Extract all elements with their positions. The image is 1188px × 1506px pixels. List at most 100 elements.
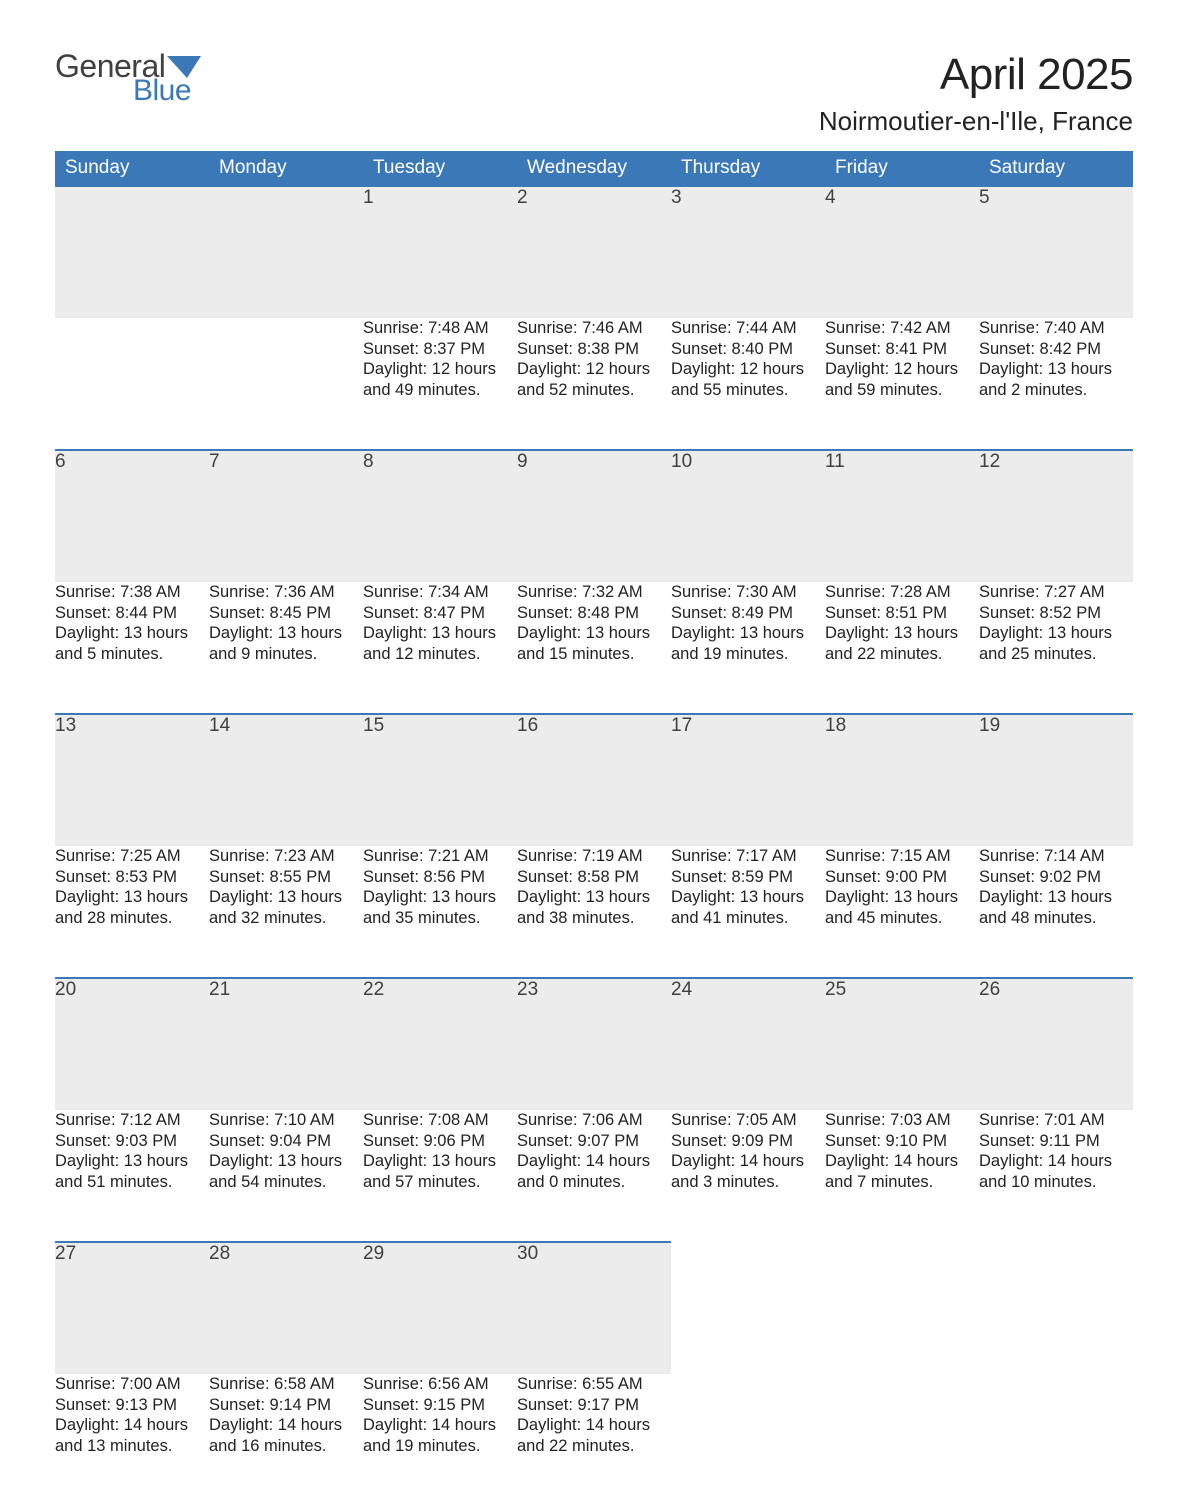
- sunrise-text: Sunrise: 7:00 AM: [55, 1374, 209, 1395]
- sunset-text: Sunset: 8:59 PM: [671, 867, 825, 888]
- day-number: 22: [363, 978, 517, 1110]
- sunrise-text: Sunrise: 7:01 AM: [979, 1110, 1133, 1131]
- daylight-line2: and 22 minutes.: [825, 644, 979, 665]
- calendar-header: SundayMondayTuesdayWednesdayThursdayFrid…: [55, 151, 1133, 186]
- sunset-text: Sunset: 8:49 PM: [671, 603, 825, 624]
- location-subtitle: Noirmoutier-en-l'Ile, France: [819, 106, 1133, 137]
- daylight-line2: and 49 minutes.: [363, 380, 517, 401]
- week-daynum-row: 6789101112: [55, 450, 1133, 582]
- sunrise-text: Sunrise: 7:17 AM: [671, 846, 825, 867]
- calendar-body: 12345Sunrise: 7:48 AMSunset: 8:37 PMDayl…: [55, 186, 1133, 1506]
- header: General Blue April 2025 Noirmoutier-en-l…: [55, 50, 1133, 137]
- sunrise-text: Sunrise: 7:19 AM: [517, 846, 671, 867]
- sunset-text: Sunset: 8:42 PM: [979, 339, 1133, 360]
- daylight-line1: Daylight: 12 hours: [363, 359, 517, 380]
- daylight-line2: and 10 minutes.: [979, 1172, 1133, 1193]
- day-number: 14: [209, 714, 363, 846]
- dow-header: Thursday: [671, 151, 825, 186]
- day-number: 19: [979, 714, 1133, 846]
- week-body-row: Sunrise: 7:25 AMSunset: 8:53 PMDaylight:…: [55, 846, 1133, 978]
- daylight-line2: and 59 minutes.: [825, 380, 979, 401]
- sunset-text: Sunset: 8:45 PM: [209, 603, 363, 624]
- sunrise-text: Sunrise: 7:05 AM: [671, 1110, 825, 1131]
- daylight-line1: Daylight: 13 hours: [671, 623, 825, 644]
- sunrise-text: Sunrise: 7:32 AM: [517, 582, 671, 603]
- sunset-text: Sunset: 9:15 PM: [363, 1395, 517, 1416]
- day-cell: Sunrise: 6:55 AMSunset: 9:17 PMDaylight:…: [517, 1374, 671, 1506]
- daylight-line2: and 45 minutes.: [825, 908, 979, 929]
- day-number: 10: [671, 450, 825, 582]
- sunrise-text: Sunrise: 7:30 AM: [671, 582, 825, 603]
- sunset-text: Sunset: 8:51 PM: [825, 603, 979, 624]
- day-number: 5: [979, 186, 1133, 318]
- day-cell: Sunrise: 7:01 AMSunset: 9:11 PMDaylight:…: [979, 1110, 1133, 1242]
- day-cell: Sunrise: 7:05 AMSunset: 9:09 PMDaylight:…: [671, 1110, 825, 1242]
- month-title: April 2025: [819, 50, 1133, 100]
- week-daynum-row: 13141516171819: [55, 714, 1133, 846]
- day-number: 20: [55, 978, 209, 1110]
- daylight-line2: and 13 minutes.: [55, 1436, 209, 1457]
- week-body-row: Sunrise: 7:00 AMSunset: 9:13 PMDaylight:…: [55, 1374, 1133, 1506]
- dow-header: Tuesday: [363, 151, 517, 186]
- day-cell: Sunrise: 7:15 AMSunset: 9:00 PMDaylight:…: [825, 846, 979, 978]
- sunset-text: Sunset: 9:17 PM: [517, 1395, 671, 1416]
- sunset-text: Sunset: 8:44 PM: [55, 603, 209, 624]
- title-block: April 2025 Noirmoutier-en-l'Ile, France: [819, 50, 1133, 137]
- sunrise-text: Sunrise: 7:27 AM: [979, 582, 1133, 603]
- daylight-line1: Daylight: 13 hours: [209, 623, 363, 644]
- sunset-text: Sunset: 8:47 PM: [363, 603, 517, 624]
- day-number: 16: [517, 714, 671, 846]
- daylight-line1: Daylight: 14 hours: [671, 1151, 825, 1172]
- daylight-line2: and 28 minutes.: [55, 908, 209, 929]
- sunset-text: Sunset: 9:06 PM: [363, 1131, 517, 1152]
- day-number: 15: [363, 714, 517, 846]
- day-number: 21: [209, 978, 363, 1110]
- daylight-line2: and 52 minutes.: [517, 380, 671, 401]
- sunrise-text: Sunrise: 7:14 AM: [979, 846, 1133, 867]
- daylight-line1: Daylight: 13 hours: [55, 1151, 209, 1172]
- day-number: 1: [363, 186, 517, 318]
- day-number: 4: [825, 186, 979, 318]
- day-number: 30: [517, 1242, 671, 1374]
- day-cell: Sunrise: 7:28 AMSunset: 8:51 PMDaylight:…: [825, 582, 979, 714]
- dow-header: Wednesday: [517, 151, 671, 186]
- daylight-line2: and 38 minutes.: [517, 908, 671, 929]
- day-number: 27: [55, 1242, 209, 1374]
- sunset-text: Sunset: 9:14 PM: [209, 1395, 363, 1416]
- daylight-line2: and 19 minutes.: [363, 1436, 517, 1457]
- daylight-line2: and 2 minutes.: [979, 380, 1133, 401]
- day-cell: Sunrise: 7:38 AMSunset: 8:44 PMDaylight:…: [55, 582, 209, 714]
- sunset-text: Sunset: 9:11 PM: [979, 1131, 1133, 1152]
- day-cell: Sunrise: 7:46 AMSunset: 8:38 PMDaylight:…: [517, 318, 671, 450]
- empty-daynum: [55, 186, 209, 318]
- day-cell: Sunrise: 7:03 AMSunset: 9:10 PMDaylight:…: [825, 1110, 979, 1242]
- sunrise-text: Sunrise: 7:25 AM: [55, 846, 209, 867]
- brand-logo: General Blue: [55, 50, 201, 106]
- sunset-text: Sunset: 8:53 PM: [55, 867, 209, 888]
- day-cell: Sunrise: 6:58 AMSunset: 9:14 PMDaylight:…: [209, 1374, 363, 1506]
- sunrise-text: Sunrise: 6:58 AM: [209, 1374, 363, 1395]
- daylight-line2: and 22 minutes.: [517, 1436, 671, 1457]
- day-number: 3: [671, 186, 825, 318]
- sunset-text: Sunset: 8:40 PM: [671, 339, 825, 360]
- day-cell: Sunrise: 7:08 AMSunset: 9:06 PMDaylight:…: [363, 1110, 517, 1242]
- empty-daycell: [55, 318, 209, 450]
- daylight-line1: Daylight: 14 hours: [55, 1415, 209, 1436]
- sunrise-text: Sunrise: 7:03 AM: [825, 1110, 979, 1131]
- day-number: 18: [825, 714, 979, 846]
- sunrise-text: Sunrise: 7:12 AM: [55, 1110, 209, 1131]
- empty-daycell: [209, 318, 363, 450]
- day-number: 6: [55, 450, 209, 582]
- daylight-line1: Daylight: 14 hours: [517, 1415, 671, 1436]
- week-daynum-row: 27282930: [55, 1242, 1133, 1374]
- daylight-line2: and 7 minutes.: [825, 1172, 979, 1193]
- daylight-line1: Daylight: 13 hours: [363, 623, 517, 644]
- sunset-text: Sunset: 9:00 PM: [825, 867, 979, 888]
- day-cell: Sunrise: 7:12 AMSunset: 9:03 PMDaylight:…: [55, 1110, 209, 1242]
- day-cell: Sunrise: 7:34 AMSunset: 8:47 PMDaylight:…: [363, 582, 517, 714]
- empty-daycell: [671, 1374, 825, 1506]
- daylight-line1: Daylight: 12 hours: [517, 359, 671, 380]
- week-daynum-row: 12345: [55, 186, 1133, 318]
- week-body-row: Sunrise: 7:12 AMSunset: 9:03 PMDaylight:…: [55, 1110, 1133, 1242]
- sunrise-text: Sunrise: 7:44 AM: [671, 318, 825, 339]
